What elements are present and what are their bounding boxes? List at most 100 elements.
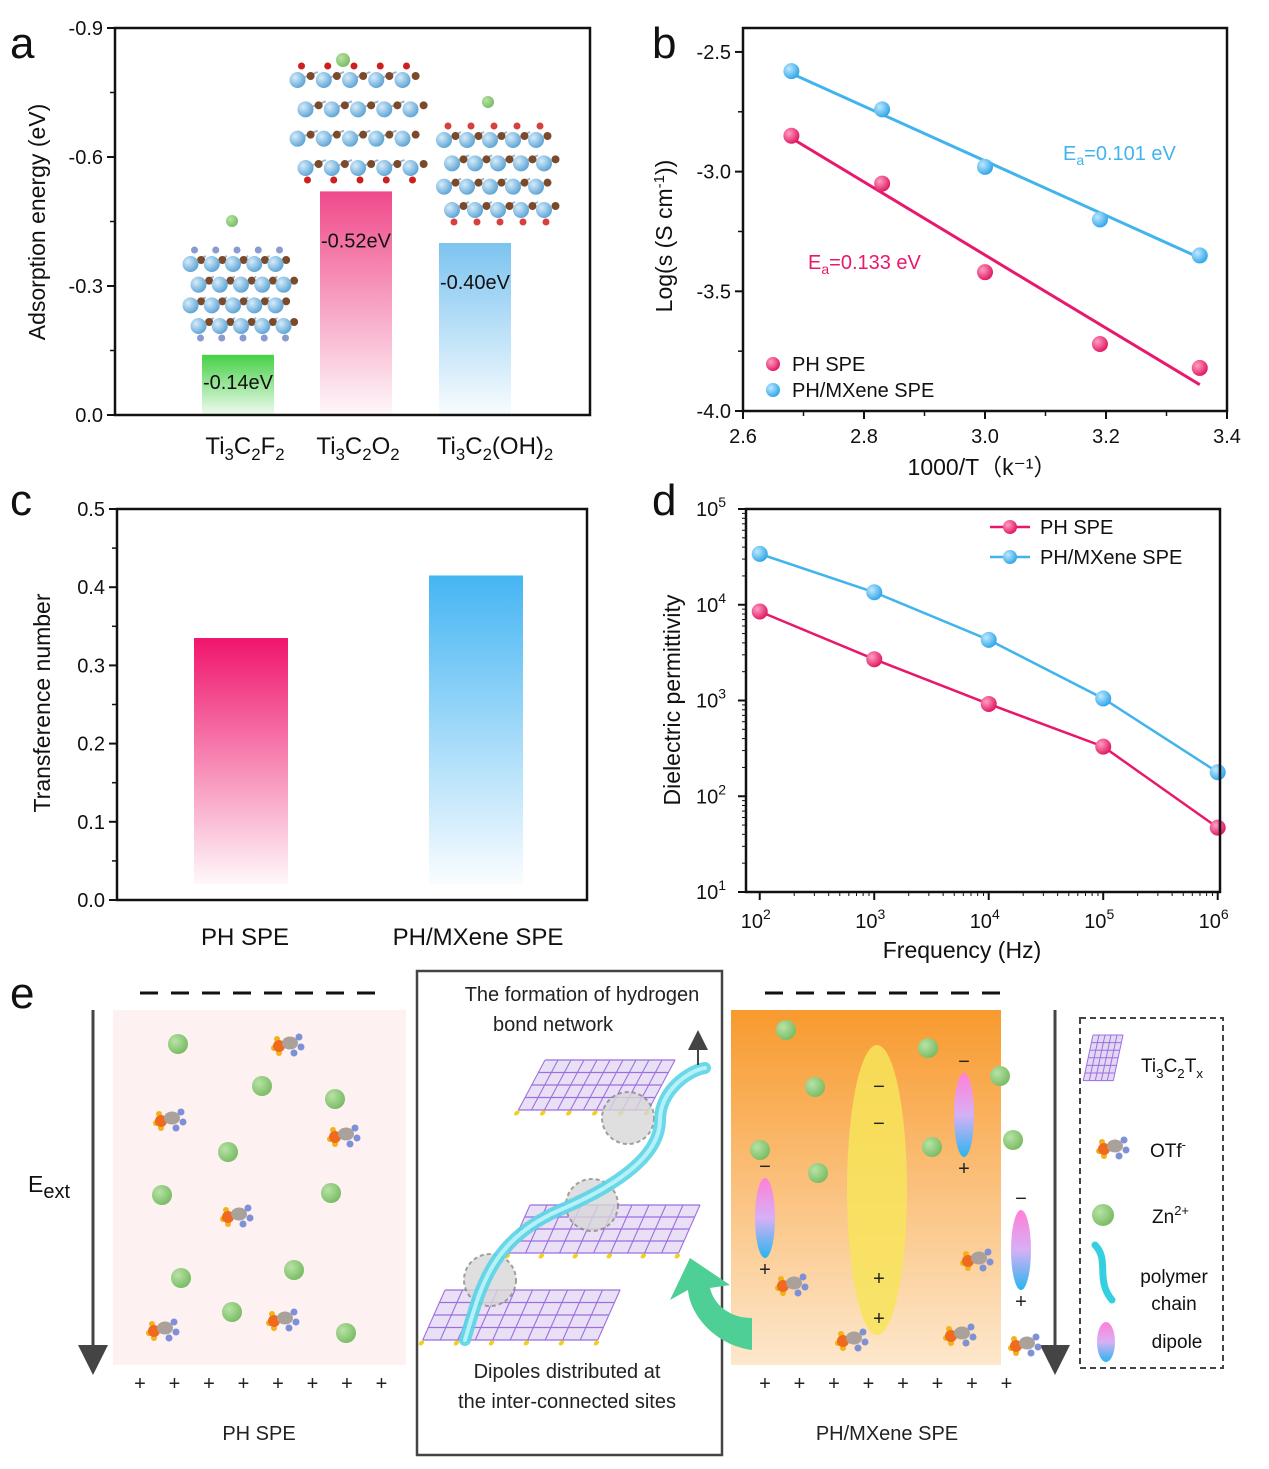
carbon-atom [459,155,468,164]
terminal-atom [191,246,198,254]
otf-anion-icon [271,1033,305,1057]
plus-sign: + [376,1373,388,1395]
sheet-edge-atom [558,1340,565,1346]
carbon-atom [385,130,394,139]
f-atom [292,1318,300,1326]
legend-marker [766,383,780,397]
tick-base: 10 [696,499,718,521]
carbon-atom [367,160,376,168]
titanium-atom [368,72,385,88]
carbon-atom [306,130,315,139]
minus-sign: − [873,1113,885,1135]
x-tick-label: 3.0 [971,426,999,448]
f-atom [172,1328,180,1336]
sheet-edge-atom [606,1253,613,1259]
y-tick-label: -0.6 [69,147,103,169]
data-point [980,695,997,712]
titanium-atom [254,318,271,334]
carbon-atom [239,256,248,264]
y-tick-label: -4.0 [697,401,731,423]
zn-ion [218,1142,238,1162]
titanium-atom [190,318,207,334]
bar-a-0 [202,354,274,415]
polymer-chain-highlight [463,1066,707,1342]
titanium-atom [459,132,475,148]
bar-a-2 [439,243,511,415]
legend-mxene-label-part: 3 [1156,1066,1163,1081]
titanium-atom [275,318,292,334]
molecule-illustrations [182,53,560,342]
legend-polymer-label-2: chain [1151,1294,1196,1315]
legend-dipole-icon [1097,1322,1115,1362]
legend-label: PH SPE [792,354,865,376]
f-atom [346,1140,354,1148]
carbon-atom [367,101,376,110]
tick-exponent: 5 [718,494,726,510]
titanium-atom [459,178,475,195]
sheet-edge-atom [640,1253,647,1259]
x-tick-label: 105 [1084,906,1114,933]
plus-sign: + [134,1373,146,1395]
dipole-minus: − [759,1156,771,1178]
titanium-atom [225,297,241,314]
titanium-atom [536,155,552,172]
zn-main: Zn [1152,1207,1174,1228]
terminal-atom [239,334,247,342]
y-tick-label: 0.4 [77,577,105,599]
y-tick-label: 105 [696,494,726,521]
terminal-atom [382,176,390,184]
carbon-atom [290,318,299,326]
titanium-atom [505,178,521,195]
carbon-atom [218,297,227,306]
sheet-edge-atom [418,1340,425,1346]
plus-sign: + [873,1268,885,1290]
legend-label: PH SPE [1040,517,1113,539]
f-atom [979,1264,987,1272]
ea-main: E [1063,143,1076,165]
e-ext-sub: ext [43,1181,70,1203]
carbon-atom [218,256,227,264]
center-top-line-2: bond network [493,1014,614,1036]
titanium-atom [289,130,306,147]
slab-ti3c2oh2 [436,122,560,226]
f-atom [290,1308,298,1316]
category-label-c: PH SPE [201,924,289,951]
data-point [783,63,800,80]
titanium-atom [275,276,292,293]
f-atom [861,1338,869,1346]
terminal-atom [473,218,481,226]
x-tick-label: 3.4 [1213,426,1241,448]
tick-base: 10 [741,911,763,933]
ylabel-b-sup: -1 [651,175,668,188]
axis-label-y-c: Transference number [29,593,55,812]
titanium-atom [482,178,498,195]
tick-exponent: 1 [718,877,726,893]
titanium-atom [297,160,314,176]
titanium-atom [436,178,452,195]
plus-sign: + [794,1373,806,1395]
otf-anion-icon [266,1308,300,1332]
titanium-atom [394,72,411,88]
f-atom [1122,1146,1130,1154]
x-tick-label: 2.6 [729,426,757,448]
ph-mxene-spe-label: PH/MXene SPE [816,1423,958,1445]
category-label-a-part: 3 [336,445,345,464]
category-label-a-part: 2 [483,445,492,464]
zn-ion [805,1077,825,1097]
titanium-atom [444,202,460,218]
f-atom [984,1248,992,1256]
zn-sup: 2+ [1174,1203,1189,1218]
x-tick-label: 104 [970,906,1000,933]
y-tick-label: 0.0 [75,405,103,427]
titanium-atom [315,130,332,147]
bar-value-label-a: -0.40eV [440,272,511,294]
tick-exponent: 2 [763,906,771,922]
f-atom [170,1318,178,1326]
titanium-atom [342,72,358,88]
titanium-atom [267,297,284,314]
sheet-edge-atom [523,1340,530,1346]
plus-sign: + [238,1373,250,1395]
data-point [1091,211,1108,228]
terminal-atom [304,176,311,184]
category-label-a-part: F [261,433,276,460]
